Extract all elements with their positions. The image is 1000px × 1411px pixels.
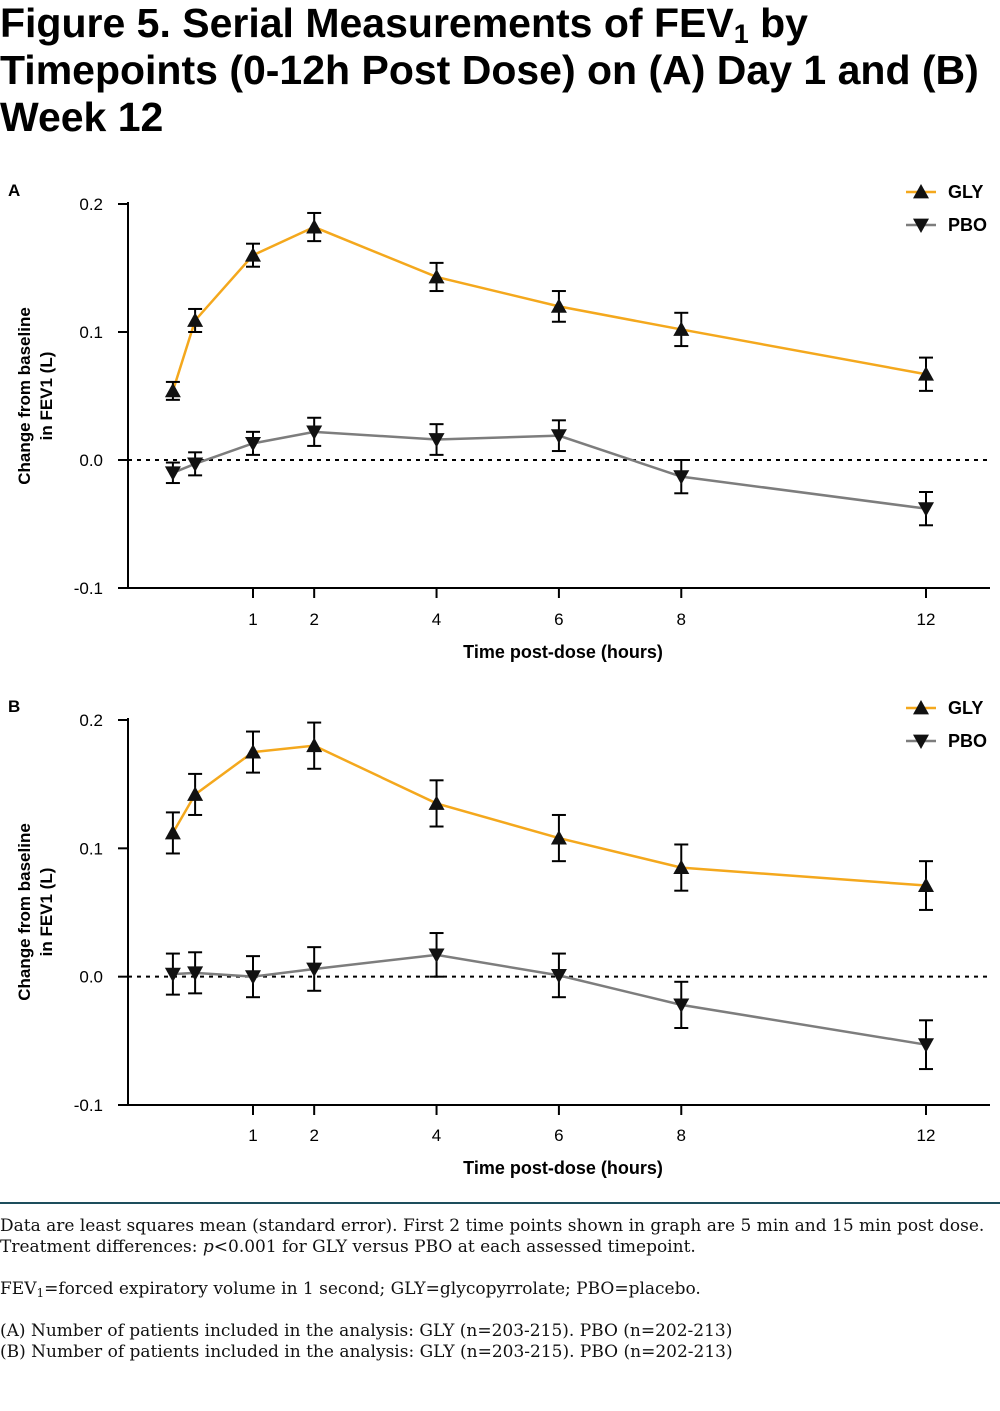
data-point-pbo <box>550 429 567 444</box>
y-axis-label-line1: Change from baseline <box>15 823 34 1001</box>
x-tick-label: 1 <box>248 610 257 629</box>
x-tick-label: 4 <box>432 610 441 629</box>
data-point-pbo <box>306 425 323 440</box>
y-tick-label: -0.1 <box>74 579 103 598</box>
data-point-gly <box>306 737 323 753</box>
data-point-pbo <box>245 970 261 985</box>
data-point-pbo <box>187 966 204 981</box>
data-point-pbo <box>245 436 261 452</box>
data-point-gly <box>164 382 181 398</box>
series-line-pbo <box>172 430 927 510</box>
data-point-pbo <box>164 466 181 481</box>
x-tick-label: 4 <box>432 1126 441 1145</box>
data-point-pbo <box>673 470 690 485</box>
data-point-gly <box>550 298 567 313</box>
y-tick-label: 0.0 <box>79 451 103 470</box>
x-tick-label: 2 <box>309 1126 318 1145</box>
legend-marker-pbo <box>913 218 929 233</box>
legend-label-pbo: PBO <box>948 215 987 235</box>
panel-label: A <box>8 181 20 200</box>
data-point-gly <box>187 312 204 327</box>
y-tick-label: 0.0 <box>79 968 103 987</box>
data-point-pbo <box>306 962 323 977</box>
footnote-statistics-text: Data are least squares mean (standard er… <box>0 1216 985 1257</box>
legend-label-gly: GLY <box>948 182 983 202</box>
data-point-gly <box>245 744 261 759</box>
x-tick-label: 1 <box>248 1126 257 1145</box>
data-point-gly <box>918 877 934 892</box>
data-point-gly <box>164 824 181 840</box>
data-point-pbo <box>164 967 181 983</box>
data-point-pbo <box>918 1038 934 1053</box>
data-point-gly <box>428 268 445 284</box>
abbrev-text: FEV <box>0 1279 37 1299</box>
x-axis-label: Time post-dose (hours) <box>463 642 663 662</box>
data-point-gly <box>673 321 690 336</box>
data-point-pbo <box>187 457 204 472</box>
data-point-gly <box>673 859 690 874</box>
footnote-n-panel-a: (A) Number of patients included in the a… <box>0 1321 733 1341</box>
p-symbol: p <box>202 1237 214 1257</box>
x-tick-label: 12 <box>917 1126 936 1145</box>
footnote-abbreviations: FEV1=forced expiratory volume in 1 secon… <box>0 1279 990 1300</box>
series-line-gly <box>171 225 927 392</box>
x-tick-label: 12 <box>917 610 936 629</box>
x-axis-label: Time post-dose (hours) <box>463 1158 663 1178</box>
legend-marker-gly <box>913 700 929 715</box>
data-point-pbo <box>673 998 690 1013</box>
abbrev-subscript: 1 <box>36 1286 45 1300</box>
y-axis-label-line1: Change from baseline <box>15 307 34 485</box>
y-axis-label-line2: in FEV1 (L) <box>37 352 56 441</box>
x-tick-label: 6 <box>554 610 563 629</box>
y-tick-label: 0.1 <box>79 323 103 342</box>
data-point-pbo <box>428 948 445 963</box>
y-axis-label: Change from baseline in FEV1 (L) <box>15 823 56 1001</box>
x-tick-label: 8 <box>677 1126 686 1145</box>
y-axis-label-line2: in FEV1 (L) <box>37 868 56 957</box>
footnote-statistics-text-end: <0.001 for GLY versus PBO at each assess… <box>213 1237 696 1257</box>
x-tick-label: 6 <box>554 1126 563 1145</box>
x-tick-label: 8 <box>677 610 686 629</box>
footnote-n-panel-b: (B) Number of patients included in the a… <box>0 1342 733 1362</box>
figure-title: Figure 5. Serial Measurements of FEV1 by… <box>0 0 1000 141</box>
legend-label-gly: GLY <box>948 698 983 718</box>
y-tick-label: -0.1 <box>74 1096 103 1115</box>
title-subscript: 1 <box>733 19 749 49</box>
legend-marker-gly <box>913 184 929 199</box>
y-tick-label: 0.1 <box>79 839 103 858</box>
title-text-end: by Timepoints (0-12h Post Dose) on (A) D… <box>0 0 979 140</box>
legend-label-pbo: PBO <box>948 731 987 751</box>
footnote-statistics: Data are least squares mean (standard er… <box>0 1216 990 1258</box>
data-point-gly <box>428 795 445 810</box>
series-line-gly <box>171 744 927 887</box>
data-point-gly <box>245 247 261 262</box>
data-point-pbo <box>428 433 445 448</box>
series-line-pbo <box>172 953 927 1046</box>
data-point-pbo <box>550 968 567 984</box>
title-text: Figure 5. Serial Measurements of FEV <box>0 0 734 46</box>
y-axis-label: Change from baseline in FEV1 (L) <box>15 307 56 485</box>
footnotes: Data are least squares mean (standard er… <box>0 1216 990 1363</box>
data-point-gly <box>306 219 323 234</box>
y-tick-label: 0.2 <box>79 711 103 730</box>
data-point-pbo <box>918 502 934 517</box>
abbrev-text-end: =forced expiratory volume in 1 second; G… <box>44 1279 701 1299</box>
legend-marker-pbo <box>913 734 929 749</box>
footnote-divider <box>0 1202 1000 1204</box>
data-point-gly <box>187 786 204 801</box>
data-point-gly <box>918 366 934 381</box>
data-point-gly <box>550 830 567 845</box>
x-tick-label: 2 <box>309 610 318 629</box>
panel-label: B <box>8 697 20 716</box>
y-tick-label: 0.2 <box>79 195 103 214</box>
